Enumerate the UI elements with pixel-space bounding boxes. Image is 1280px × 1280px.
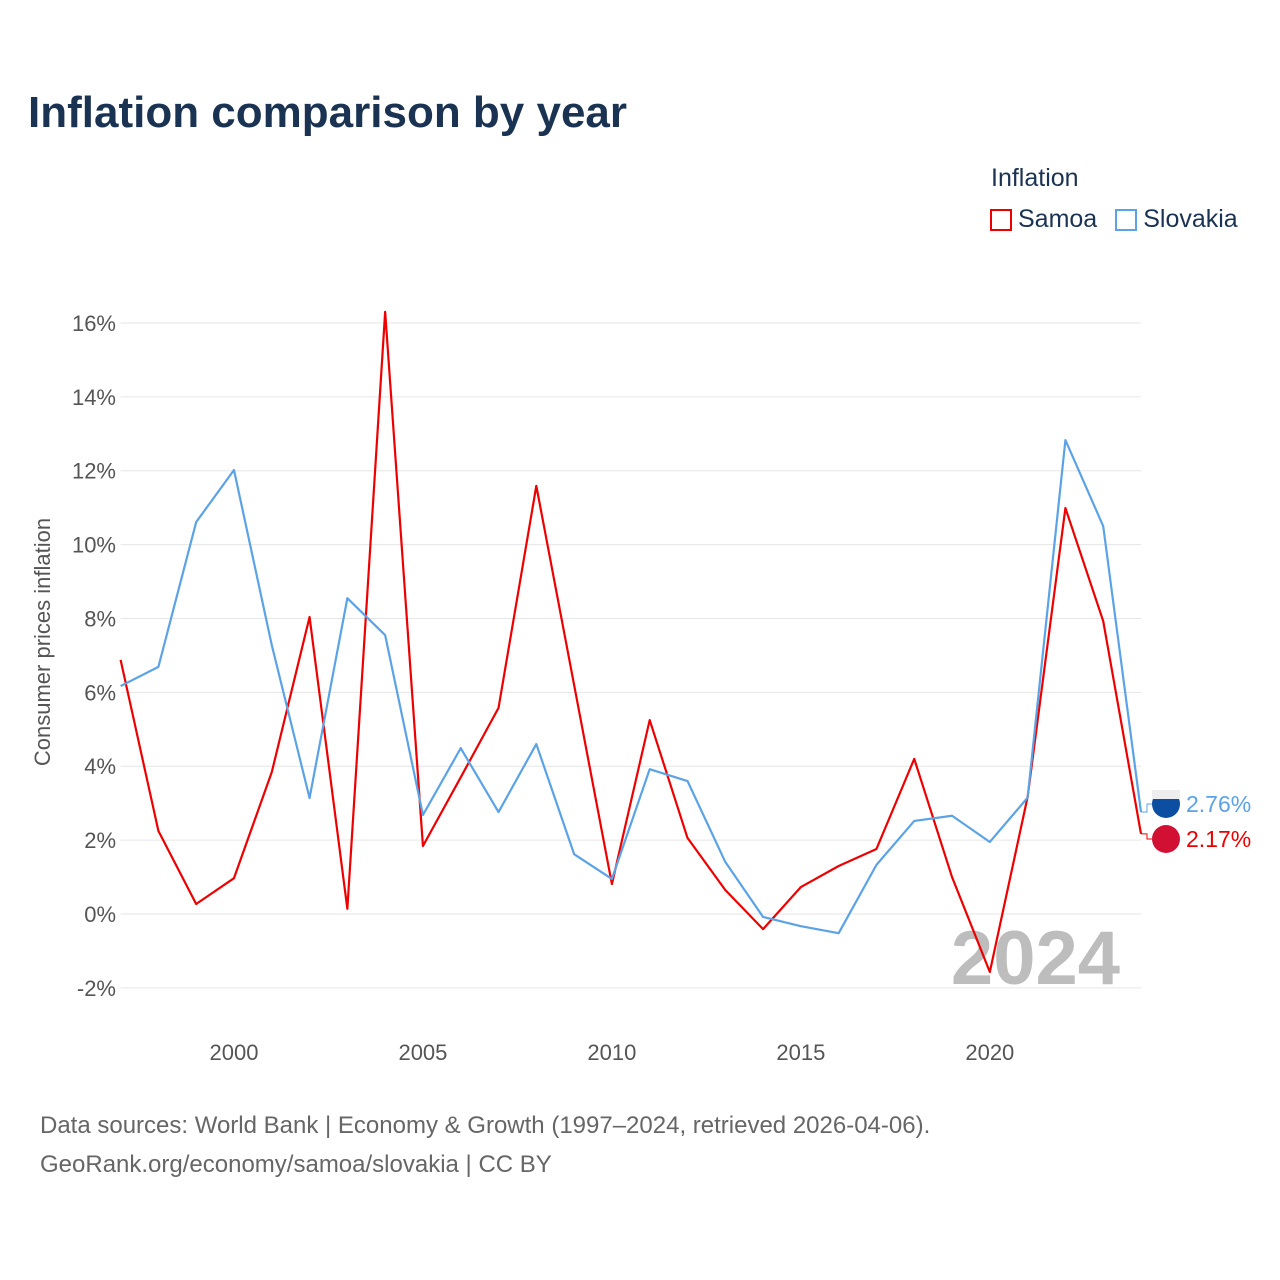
y-tick-label: 2% xyxy=(84,828,116,853)
series-line-slovakia xyxy=(120,438,1143,935)
y-tick-label: 4% xyxy=(84,754,116,779)
y-axis-label: Consumer prices inflation xyxy=(30,518,55,766)
y-tick-label: 12% xyxy=(72,459,116,484)
legend-item-samoa[interactable]: Samoa xyxy=(990,205,1097,234)
legend-swatch-slovakia xyxy=(1115,208,1138,231)
legend-title: Inflation xyxy=(991,164,1079,192)
x-tick-label: 2005 xyxy=(398,1040,447,1065)
y-tick-label: 10% xyxy=(72,533,116,558)
end-label-connector xyxy=(1141,833,1152,840)
y-tick-label: 8% xyxy=(84,606,116,631)
legend-label-slovakia: Slovakia xyxy=(1143,205,1238,233)
footer-line-1: Data sources: World Bank | Economy & Gro… xyxy=(40,1112,931,1139)
series-line-samoa xyxy=(119,310,1143,974)
y-tick-label: -2% xyxy=(77,976,116,1001)
year-watermark: 2024 xyxy=(951,916,1120,1001)
end-label-slovakia: 2.76% xyxy=(1186,791,1251,817)
legend: Samoa Slovakia xyxy=(990,205,1238,234)
legend-swatch-samoa xyxy=(990,208,1012,231)
end-label-connector xyxy=(1141,803,1152,813)
flag-icon-samoa xyxy=(1152,825,1180,853)
legend-label-samoa: Samoa xyxy=(1018,205,1098,233)
y-tick-label: 16% xyxy=(72,311,116,336)
flag-stripe xyxy=(1152,790,1180,799)
x-tick-label: 2020 xyxy=(965,1040,1014,1065)
x-tick-label: 2015 xyxy=(776,1040,825,1065)
footer-source: Data sources: World Bank | Economy & Gro… xyxy=(40,1106,930,1184)
footer-line-2[interactable]: GeoRank.org/economy/samoa/slovakia | CC … xyxy=(40,1151,552,1178)
y-tick-label: 14% xyxy=(72,385,116,410)
x-tick-label: 2000 xyxy=(210,1040,259,1065)
y-tick-label: 0% xyxy=(84,902,116,927)
end-label-samoa: 2.17% xyxy=(1186,826,1251,852)
x-tick-label: 2010 xyxy=(587,1040,636,1065)
chart-title: Inflation comparison by year xyxy=(28,88,628,137)
y-tick-label: 6% xyxy=(84,680,116,705)
legend-item-slovakia[interactable]: Slovakia xyxy=(1115,205,1238,234)
